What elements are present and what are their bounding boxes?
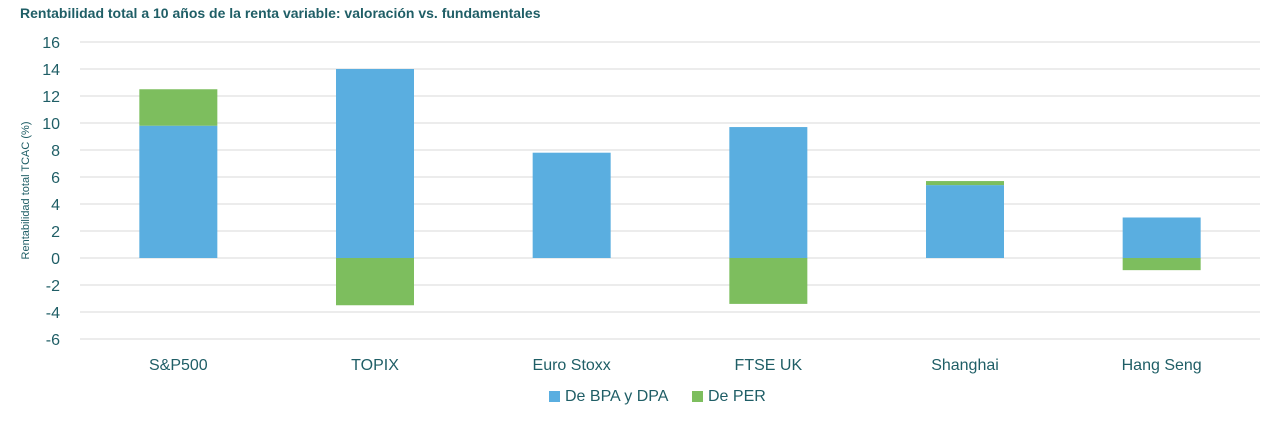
legend-label: De PER xyxy=(708,388,766,405)
y-tick-label: 6 xyxy=(51,170,60,187)
bar-bpa-dpa-5 xyxy=(1122,217,1201,258)
bar-per-0 xyxy=(139,89,218,126)
bar-bpa-dpa-1 xyxy=(336,69,414,258)
y-tick-label: -2 xyxy=(46,278,60,295)
bar-bpa-dpa-4 xyxy=(926,185,1004,258)
x-tick-label: FTSE UK xyxy=(735,357,803,374)
y-tick-label: 0 xyxy=(51,251,60,268)
y-tick-label: -4 xyxy=(46,305,60,322)
bar-per-1 xyxy=(336,258,414,306)
y-tick-label: 12 xyxy=(42,89,60,106)
bar-per-4 xyxy=(926,181,1004,186)
bar-bpa-dpa-2 xyxy=(532,152,611,258)
y-tick-label: -6 xyxy=(46,332,60,349)
y-tick-label: 14 xyxy=(42,62,60,79)
bar-per-5 xyxy=(1122,258,1201,271)
bar-bpa-dpa-0 xyxy=(139,125,218,258)
y-tick-label: 2 xyxy=(51,224,60,241)
legend-label: De BPA y DPA xyxy=(565,388,669,405)
bar-bpa-dpa-3 xyxy=(729,127,808,258)
bar-per-3 xyxy=(729,258,808,304)
x-tick-label: TOPIX xyxy=(351,357,399,374)
x-tick-label: Euro Stoxx xyxy=(533,357,611,374)
y-tick-label: 8 xyxy=(51,143,60,160)
chart-title: Rentabilidad total a 10 años de la renta… xyxy=(20,5,541,21)
x-tick-label: S&P500 xyxy=(149,357,208,374)
y-tick-label: 10 xyxy=(42,116,60,133)
y-axis-label: Rentabilidad total TCAC (%) xyxy=(20,122,32,260)
x-tick-label: Shanghai xyxy=(931,357,999,374)
legend-swatch xyxy=(549,391,560,402)
legend-swatch xyxy=(692,391,703,402)
y-tick-label: 16 xyxy=(42,35,60,52)
x-tick-label: Hang Seng xyxy=(1122,357,1202,374)
y-tick-label: 4 xyxy=(51,197,60,214)
